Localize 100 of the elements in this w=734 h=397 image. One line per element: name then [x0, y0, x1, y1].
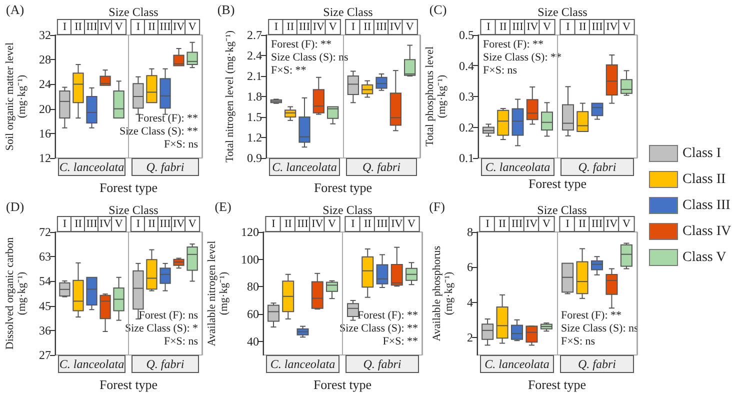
y-tick-label: 63 [39, 250, 51, 264]
annotation: Forest (F): ** [561, 310, 622, 322]
text: V [622, 218, 630, 230]
legend-label: Class II [682, 172, 726, 187]
y-axis-title: Dissolved organic carbon (mg·kg⁻¹) [4, 236, 28, 350]
annotation: Forest (F): ** [358, 310, 418, 322]
text: IV [526, 21, 538, 33]
chart-title: Size Class [537, 203, 588, 217]
x-axis-title: Forest type [99, 376, 158, 392]
y-tick-label: 0.2 [459, 120, 474, 134]
text: (C) [429, 2, 447, 17]
x-tick-label: C. lanceolata [59, 160, 124, 174]
text: II [498, 218, 506, 230]
annotation: Size Class (S): * [124, 322, 198, 334]
annotation: Forest (F): ** [483, 38, 544, 50]
legend-label: Class IV [682, 224, 732, 239]
text: I [136, 218, 140, 230]
text: V [622, 21, 631, 33]
y-axis-title: Total phosphorus level (mg·kg⁻¹) [424, 46, 448, 147]
text: II [148, 21, 156, 33]
y-tick-label: 36 [39, 323, 51, 338]
x-tick-label: Q. fabri [146, 357, 184, 371]
text: (D) [6, 199, 24, 214]
text: II [364, 218, 372, 230]
text: III [376, 21, 388, 33]
y-tick-label: 28 [39, 52, 51, 67]
y-tick-label: 27 [39, 348, 51, 362]
x-tick-label: C. lanceolata [272, 160, 337, 174]
y-tick-label: 54 [39, 274, 51, 288]
y-tick-label: 60 [247, 307, 259, 321]
y-tick-label: 1.5 [247, 110, 262, 124]
y-tick-label: 0.5 [459, 28, 474, 42]
y-tick-label: 8 [467, 225, 473, 239]
x-tick-label: Q. fabri [578, 160, 616, 174]
annotation: F×S: ** [271, 64, 306, 76]
text: IV [312, 218, 324, 230]
legend-label: Class III [682, 198, 731, 213]
y-tick-label: 120 [241, 225, 259, 239]
text: III [512, 21, 524, 33]
legend-label: Class V [682, 250, 726, 265]
annotation: F×S: ns [483, 64, 518, 76]
annotation: F×S: ns [164, 336, 198, 348]
text: IV [526, 218, 538, 230]
y-tick-label: 0.1 [459, 151, 474, 165]
y-axis-title: Available phosphorus (mg·kg⁻¹) [431, 246, 455, 342]
text: I [136, 21, 140, 33]
annotation: Size Class (S): ** [339, 322, 418, 334]
text: IV [606, 21, 618, 33]
text: V [188, 218, 196, 230]
text: I [62, 21, 67, 33]
text: I [566, 218, 570, 230]
y-axis-title: Soil organic matter level (mg·kg⁻¹) [4, 42, 28, 151]
annotation: Size Class (S): ns [271, 52, 348, 64]
text: (E) [214, 199, 232, 214]
text: V [188, 21, 196, 33]
x-axis-title: Forest type [528, 176, 587, 191]
legend-label: Class I [682, 146, 722, 161]
x-tick-label: Q. fabri [578, 357, 616, 371]
chart-title: Size Class [322, 203, 373, 217]
text: I [272, 218, 276, 230]
text: III [86, 21, 98, 33]
y-tick-label: 32 [39, 28, 51, 42]
text: I [566, 21, 570, 33]
text: V [114, 21, 123, 33]
text: III [299, 21, 310, 33]
text: IV [606, 218, 618, 230]
y-tick-label: 40 [247, 334, 259, 348]
chart-title: Size Class [108, 5, 159, 19]
y-tick-label: 45 [39, 298, 51, 313]
text: III [592, 218, 603, 230]
x-tick-label: Q. fabri [363, 357, 402, 371]
text: III [592, 21, 604, 33]
text: II [74, 21, 82, 33]
y-tick-label: 2.4 [247, 48, 262, 62]
y-axis-title: Total nitrogen level (mg·kg⁻¹) [224, 30, 236, 163]
y-tick-label: 2 [467, 330, 473, 344]
x-tick-label: C. lanceolata [485, 160, 550, 174]
text: I [351, 21, 356, 33]
annotation: Forest (F): ns [138, 310, 198, 322]
annotation: Forest (F): ** [271, 38, 332, 50]
y-tick-label: 1.8 [247, 90, 262, 104]
x-tick-label: Q. fabri [362, 160, 401, 174]
annotation: F×S: ** [382, 336, 418, 348]
annotation: F×S: ns [164, 138, 198, 150]
text: (B) [217, 2, 235, 17]
text: V [328, 218, 336, 230]
y-tick-label: 1.2 [247, 130, 262, 144]
annotation: Forest (F): ** [138, 112, 198, 124]
text: I [351, 218, 356, 230]
text: II [148, 218, 156, 230]
y-tick-label: 80 [247, 280, 259, 294]
text: I [62, 218, 67, 230]
text: IV [391, 218, 403, 230]
annotation: F×S: ns [561, 336, 596, 348]
x-tick-label: C. lanceolata [484, 357, 550, 371]
x-tick-label: C. lanceolata [270, 357, 336, 371]
text: V [408, 218, 416, 230]
text: II [284, 218, 292, 230]
y-tick-label: 72 [39, 225, 51, 239]
text: II [74, 218, 82, 230]
